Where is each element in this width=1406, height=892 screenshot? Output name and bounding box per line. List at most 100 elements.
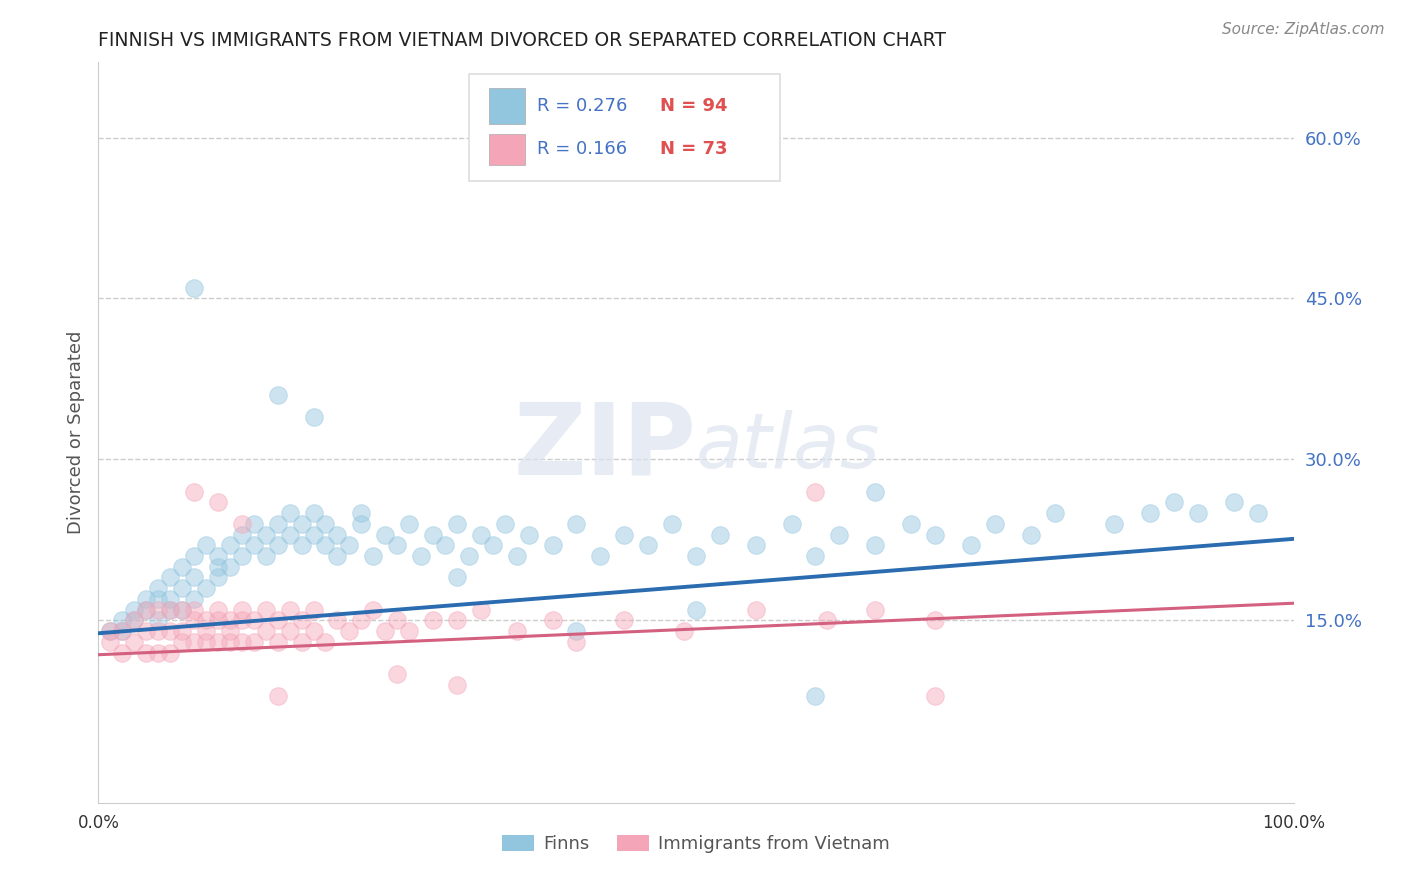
Point bbox=[291, 516, 314, 531]
Point bbox=[1247, 506, 1270, 520]
Point bbox=[446, 570, 468, 584]
Text: R = 0.166: R = 0.166 bbox=[537, 140, 627, 158]
Text: atlas: atlas bbox=[696, 410, 880, 484]
Point bbox=[231, 549, 253, 563]
Point bbox=[350, 516, 373, 531]
Point bbox=[159, 570, 181, 584]
Point bbox=[984, 516, 1007, 531]
Point bbox=[172, 624, 194, 639]
Point bbox=[865, 538, 887, 552]
Point bbox=[1104, 516, 1126, 531]
Point bbox=[98, 624, 122, 639]
Point bbox=[183, 570, 205, 584]
Point bbox=[613, 614, 636, 628]
Bar bbox=[489, 88, 524, 124]
Point bbox=[172, 602, 194, 616]
Point bbox=[924, 689, 946, 703]
Point bbox=[278, 624, 301, 639]
Text: R = 0.276: R = 0.276 bbox=[537, 97, 627, 115]
Point bbox=[278, 506, 301, 520]
Point bbox=[135, 624, 157, 639]
Y-axis label: Divorced or Separated: Divorced or Separated bbox=[66, 331, 84, 534]
Point bbox=[195, 624, 218, 639]
Point bbox=[254, 527, 277, 541]
Point bbox=[506, 624, 529, 639]
Point bbox=[828, 527, 851, 541]
Point bbox=[960, 538, 983, 552]
Point bbox=[207, 549, 229, 563]
FancyBboxPatch shape bbox=[470, 73, 780, 181]
Point bbox=[159, 591, 181, 606]
Point bbox=[148, 602, 170, 616]
Point bbox=[506, 549, 529, 563]
Point bbox=[374, 624, 396, 639]
Point bbox=[159, 602, 181, 616]
Point bbox=[302, 527, 325, 541]
Point bbox=[231, 602, 253, 616]
Point bbox=[243, 538, 266, 552]
Point bbox=[135, 602, 157, 616]
Point bbox=[302, 602, 325, 616]
Point bbox=[709, 527, 731, 541]
Point bbox=[267, 538, 290, 552]
Point bbox=[219, 614, 242, 628]
Point bbox=[183, 635, 205, 649]
Point bbox=[385, 667, 409, 681]
Point bbox=[481, 538, 505, 552]
Point bbox=[219, 624, 242, 639]
Point bbox=[804, 549, 827, 563]
Point bbox=[422, 527, 444, 541]
Point bbox=[374, 527, 396, 541]
Point bbox=[172, 635, 194, 649]
Point bbox=[267, 516, 290, 531]
Point bbox=[363, 602, 385, 616]
Point bbox=[315, 516, 337, 531]
Point bbox=[124, 614, 146, 628]
Point bbox=[159, 602, 181, 616]
Point bbox=[446, 678, 468, 692]
Point bbox=[159, 624, 181, 639]
Point bbox=[183, 281, 205, 295]
Point bbox=[278, 602, 301, 616]
Point bbox=[148, 646, 170, 660]
Text: N = 73: N = 73 bbox=[661, 140, 728, 158]
Point bbox=[446, 614, 468, 628]
Point bbox=[315, 538, 337, 552]
Point bbox=[804, 689, 827, 703]
Point bbox=[98, 635, 122, 649]
Point bbox=[148, 591, 170, 606]
Point bbox=[1187, 506, 1209, 520]
Point bbox=[470, 602, 492, 616]
Point bbox=[661, 516, 683, 531]
Point bbox=[326, 549, 349, 563]
Point bbox=[924, 614, 946, 628]
Point bbox=[254, 549, 277, 563]
Point bbox=[267, 689, 290, 703]
Point bbox=[291, 538, 314, 552]
Point bbox=[673, 624, 696, 639]
Point bbox=[195, 635, 218, 649]
Point bbox=[135, 591, 157, 606]
Point bbox=[385, 538, 409, 552]
Point bbox=[231, 527, 253, 541]
Point bbox=[111, 624, 134, 639]
Point bbox=[339, 624, 361, 639]
Point bbox=[1163, 495, 1185, 509]
Point bbox=[745, 602, 768, 616]
Point bbox=[207, 570, 229, 584]
Point bbox=[780, 516, 803, 531]
Point bbox=[302, 506, 325, 520]
Point bbox=[219, 559, 242, 574]
Point bbox=[148, 581, 170, 595]
Point bbox=[243, 635, 266, 649]
Point bbox=[541, 614, 564, 628]
Point bbox=[172, 559, 194, 574]
Point bbox=[865, 602, 887, 616]
Point bbox=[195, 614, 218, 628]
Point bbox=[398, 624, 420, 639]
Point bbox=[1223, 495, 1246, 509]
Point bbox=[124, 602, 146, 616]
Point bbox=[411, 549, 433, 563]
Point bbox=[135, 646, 157, 660]
Point bbox=[565, 635, 588, 649]
